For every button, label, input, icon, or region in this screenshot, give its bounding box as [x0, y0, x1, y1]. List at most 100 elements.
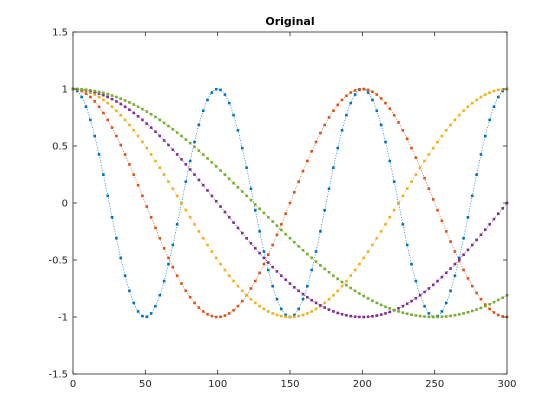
- data-point: [154, 130, 157, 134]
- data-point: [392, 113, 396, 117]
- data-point: [457, 313, 461, 316]
- data-point: [427, 287, 431, 290]
- data-point: [210, 194, 214, 198]
- data-point: [201, 310, 205, 313]
- data-point: [162, 246, 166, 250]
- data-point: [310, 268, 313, 272]
- data-point: [327, 308, 331, 311]
- data-point: [366, 315, 370, 319]
- y-tick-label: 0: [62, 199, 68, 210]
- data-point: [349, 286, 353, 290]
- data-point: [236, 304, 240, 308]
- data-point: [384, 312, 387, 315]
- data-point: [492, 89, 496, 93]
- data-point: [158, 293, 162, 297]
- data-point: [262, 250, 266, 253]
- data-point: [93, 100, 96, 103]
- data-point: [128, 123, 131, 127]
- data-point: [193, 140, 196, 144]
- data-point: [427, 153, 431, 156]
- data-point: [327, 116, 331, 119]
- data-point: [227, 215, 231, 219]
- data-point: [293, 313, 296, 317]
- data-point: [297, 180, 300, 183]
- data-point: [149, 153, 153, 156]
- data-point: [232, 308, 235, 312]
- data-point: [132, 111, 136, 115]
- data-point: [397, 121, 400, 124]
- data-point: [271, 220, 274, 223]
- data-point: [123, 274, 127, 277]
- data-point: [366, 297, 370, 300]
- data-point: [167, 256, 170, 260]
- data-point: [479, 95, 483, 99]
- data-point: [149, 215, 153, 219]
- data-point: [193, 223, 196, 226]
- data-point: [110, 126, 114, 129]
- data-point: [123, 99, 127, 102]
- data-point: [314, 307, 318, 311]
- data-point: [440, 310, 444, 313]
- data-point: [197, 306, 201, 309]
- data-point: [401, 311, 405, 314]
- data-point: [388, 159, 392, 163]
- data-point: [245, 194, 248, 198]
- data-point: [84, 88, 88, 92]
- data-point: [249, 287, 253, 290]
- data-point: [358, 292, 361, 295]
- data-point: [84, 92, 88, 95]
- data-point: [410, 299, 413, 303]
- data-point: [392, 308, 396, 312]
- data-point: [275, 270, 279, 273]
- data-point: [115, 236, 118, 240]
- data-point: [397, 310, 400, 313]
- data-point: [214, 199, 218, 203]
- data-point: [214, 87, 218, 91]
- data-point: [306, 284, 309, 288]
- data-point: [297, 314, 300, 318]
- data-point: [453, 118, 457, 122]
- data-point: [188, 295, 192, 299]
- data-point: [97, 153, 101, 156]
- series-layer: [71, 87, 509, 319]
- data-point: [175, 223, 179, 226]
- data-point: [267, 261, 270, 264]
- data-point: [362, 256, 366, 260]
- data-point: [349, 101, 353, 105]
- data-point: [470, 309, 474, 313]
- data-point: [89, 88, 92, 92]
- data-point: [167, 262, 170, 266]
- data-point: [149, 112, 153, 116]
- data-point: [97, 92, 101, 95]
- data-point: [466, 105, 470, 109]
- data-point: [475, 238, 478, 242]
- data-point: [297, 244, 300, 248]
- data-point: [128, 163, 131, 166]
- data-point: [240, 146, 244, 150]
- data-point: [375, 236, 379, 240]
- data-point: [249, 242, 253, 245]
- data-point: [340, 280, 344, 284]
- data-point: [110, 105, 114, 109]
- data-point: [371, 315, 374, 318]
- data-point: [223, 173, 227, 176]
- data-point: [345, 94, 348, 98]
- data-point: [353, 89, 357, 92]
- data-point: [119, 113, 123, 117]
- data-point: [457, 258, 461, 261]
- data-point: [184, 208, 188, 212]
- data-point: [423, 159, 426, 163]
- data-point: [253, 208, 257, 212]
- data-point: [475, 308, 478, 311]
- data-point: [93, 89, 96, 93]
- data-point: [258, 230, 261, 233]
- data-point: [501, 87, 504, 91]
- data-point: [141, 107, 144, 111]
- data-point: [219, 315, 222, 319]
- data-point: [414, 314, 418, 317]
- data-point: [297, 289, 300, 293]
- data-point: [162, 121, 166, 125]
- data-point: [414, 296, 418, 300]
- data-point: [93, 134, 96, 138]
- data-point: [232, 113, 235, 117]
